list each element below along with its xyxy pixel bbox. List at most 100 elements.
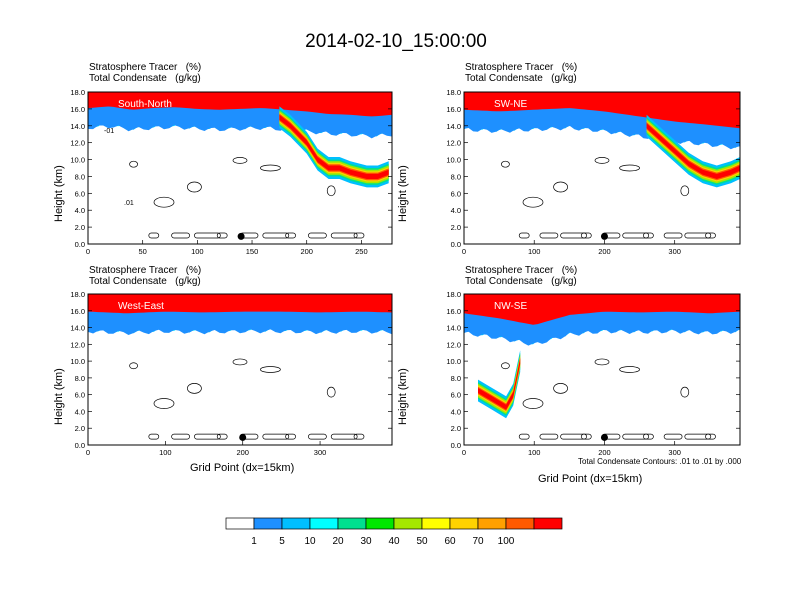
y-tick-label: 6.0: [451, 189, 461, 198]
colorbar-swatch: [337, 517, 367, 530]
condensate-contour: [622, 433, 650, 440]
intrusion-band: [478, 358, 521, 410]
panel-title-line1: Stratosphere Tracer (%): [89, 62, 202, 73]
panel-label: South-North: [118, 99, 172, 110]
condensate-contour: [308, 232, 327, 239]
condensate-contour: [129, 160, 138, 168]
y-tick-label: 6.0: [75, 189, 85, 198]
x-tick-label: 0: [86, 448, 90, 457]
condensate-contour: [619, 164, 640, 172]
y-tick-label: 18.0: [70, 88, 85, 97]
x-tick-label: 100: [159, 448, 172, 457]
y-tick-label: 2.0: [75, 424, 85, 433]
y-tick-label: 10.0: [70, 357, 85, 366]
panel-title-line2: Total Condensate (g/kg): [465, 276, 577, 287]
y-tick-label: 16.0: [446, 307, 461, 316]
x-tick-label: 200: [598, 247, 611, 256]
y-tick-label: 14.0: [446, 122, 461, 131]
panel-title-south-north: Stratosphere Tracer (%) Total Condensate …: [89, 62, 201, 84]
y-tick-label: 18.0: [70, 290, 85, 299]
panel-title-line2: Total Condensate (g/kg): [89, 276, 201, 287]
y-tick-label: 0.0: [75, 441, 85, 450]
intrusion-band: [646, 123, 740, 179]
y-tick-label: 6.0: [75, 391, 85, 400]
panel-2: West-East 0.0 2.0 4.0 6.0 8.0 10.0 12.0 14.0 16.0…: [70, 290, 393, 457]
x-tick-label: 250: [355, 247, 368, 256]
condensate-contour: [643, 232, 654, 239]
condensate-contour: [285, 232, 296, 239]
contour-label: .01: [124, 200, 134, 207]
x-axis-label-west-east: Grid Point (dx=15km): [190, 462, 295, 474]
condensate-contour: [560, 232, 587, 239]
panel-frame: [463, 91, 741, 245]
condensate-contour: [194, 232, 221, 239]
panel-title-nw-se: Stratosphere Tracer (%) Total Condensate …: [465, 265, 577, 287]
y-tick-label: 4.0: [451, 206, 461, 215]
condensate-contour: [518, 433, 530, 440]
y-tick-label: 14.0: [446, 324, 461, 333]
x-tick-label: 0: [462, 247, 466, 256]
stratosphere-core: [464, 294, 740, 325]
x-tick-label: 200: [300, 247, 313, 256]
condensate-contour: [522, 398, 544, 409]
y-tick-label: 0.0: [451, 240, 461, 249]
panel-title-line1: Stratosphere Tracer (%): [465, 265, 578, 276]
x-tick-label: 0: [86, 247, 90, 256]
intrusion-band: [646, 117, 740, 185]
condensate-contour: [580, 433, 592, 440]
location-marker: [239, 433, 247, 441]
condensate-contour: [153, 398, 175, 409]
y-tick-label: 2.0: [75, 223, 85, 232]
condensate-contour: [262, 232, 290, 239]
y-tick-label: 8.0: [75, 172, 85, 181]
condensate-contour: [153, 196, 175, 208]
condensate-contour: [260, 164, 281, 172]
colorbar-swatch: [477, 517, 507, 530]
plot-area: [88, 294, 392, 440]
colorbar-swatch: [225, 517, 255, 530]
x-tick-label: 300: [668, 448, 681, 457]
condensate-contour: [308, 433, 327, 440]
colorbar-swatch: [449, 517, 479, 530]
condensate-contour: [663, 232, 683, 239]
y-tick-label: 8.0: [75, 374, 85, 383]
condensate-contour: [560, 433, 587, 440]
y-tick-label: 12.0: [70, 139, 85, 148]
stratosphere-core: [464, 92, 740, 129]
x-tick-label: 200: [598, 448, 611, 457]
panel-3: NW-SE 0.0 2.0 4.0 6.0 8.0 10.0 12.0 14.0 16.0 18.0…: [446, 290, 741, 457]
x-tick-label: 0: [462, 448, 466, 457]
x-tick-label: 100: [528, 448, 541, 457]
condensate-contour: [216, 232, 228, 239]
colorbar-swatch: [505, 517, 535, 530]
panel-0: -01 .01 South-North 0.0 2.0 4.0 6.0 8.0 10.0 12.0…: [70, 88, 393, 256]
condensate-contour: [680, 185, 690, 197]
colorbar-label: 40: [388, 536, 400, 547]
panel-label: West-East: [118, 301, 164, 312]
condensate-contour: [622, 232, 650, 239]
colorbar-label: 30: [360, 536, 372, 547]
condensate-contour: [594, 157, 610, 164]
colorbar-label: 20: [332, 536, 344, 547]
condensate-contour: [539, 232, 559, 239]
condensate-contour: [326, 386, 336, 398]
colorbar-label: 1: [251, 536, 257, 547]
main-title: 2014-02-10_15:00:00: [305, 31, 487, 52]
contour-label: -01: [104, 128, 114, 135]
x-tick-label: 50: [139, 247, 147, 256]
plot-area: [464, 92, 740, 239]
colorbar-swatch: [281, 517, 311, 530]
condensate-contour: [171, 433, 190, 440]
y-tick-label: 8.0: [451, 172, 461, 181]
condensate-contour: [194, 433, 221, 440]
condensate-contour: [663, 433, 683, 440]
y-tick-label: 2.0: [451, 223, 461, 232]
colorbar-label: 100: [498, 536, 515, 547]
location-marker: [600, 232, 608, 240]
condensate-contour: [501, 362, 510, 370]
condensate-contour: [522, 196, 544, 208]
condensate-contour: [232, 157, 248, 164]
colorbar-label: 10: [304, 536, 316, 547]
condensate-contour: [684, 433, 712, 440]
condensate-contour: [148, 232, 160, 239]
